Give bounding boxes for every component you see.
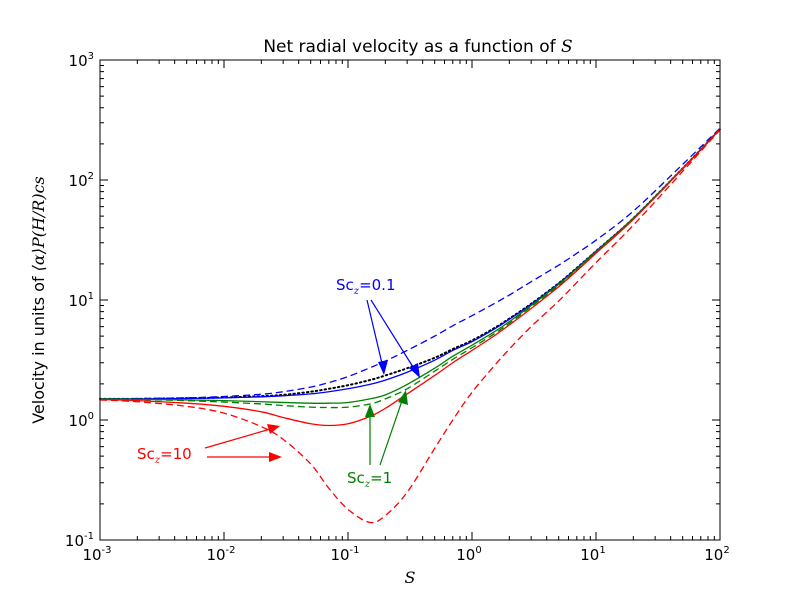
series-line-6	[99, 129, 721, 524]
y-tick-label: 102	[69, 171, 94, 190]
annotation-arrow-scz-1-b	[379, 390, 408, 466]
y-axis-label: Velocity in units of ⟨α⟩P(H/R)cs	[29, 176, 48, 424]
series-line-4	[99, 128, 721, 409]
x-tick-label: 10-2	[206, 545, 235, 564]
svg-text:Scz=1: Scz=1	[347, 469, 392, 490]
annotation-arrow-scz-0.1-b	[370, 299, 420, 378]
y-tick-label: 10-1	[65, 531, 94, 550]
svg-text:Scz=10: Scz=10	[137, 445, 192, 466]
x-axis-label: S	[405, 568, 416, 587]
annotation-arrow-scz-1-a	[365, 404, 375, 465]
tick-layer: 10-3 10-2 10-1 100 101 102 10-1 100 101 102 103	[65, 51, 730, 564]
x-tick-label: 101	[580, 545, 605, 564]
annotation-arrow-scz-0.1-a	[366, 299, 388, 375]
y-tick-label: 103	[69, 51, 94, 70]
y-tick-label: 100	[69, 411, 94, 430]
annotation-arrow-scz-10-b	[207, 452, 282, 462]
x-tick-label: 102	[704, 545, 729, 564]
annotation-scz-10: Scz=10	[137, 445, 192, 466]
annotation-scz-0.1: Scz=0.1	[336, 276, 396, 297]
series-line-5	[99, 128, 721, 427]
svg-text:Scz=0.1: Scz=0.1	[336, 276, 396, 297]
x-tick-label: 10-1	[330, 545, 359, 564]
x-tick-label: 10-3	[82, 545, 111, 564]
annotation-arrow-scz-10-a	[204, 424, 280, 449]
series-line-2	[99, 127, 721, 400]
annotation-scz-1: Scz=1	[347, 469, 392, 490]
plot-frame	[99, 59, 721, 541]
chart-title: Net radial velocity as a function of S	[263, 37, 572, 57]
y-tick-label: 101	[69, 291, 94, 310]
series-layer	[99, 127, 721, 524]
x-tick-label: 100	[456, 545, 481, 564]
